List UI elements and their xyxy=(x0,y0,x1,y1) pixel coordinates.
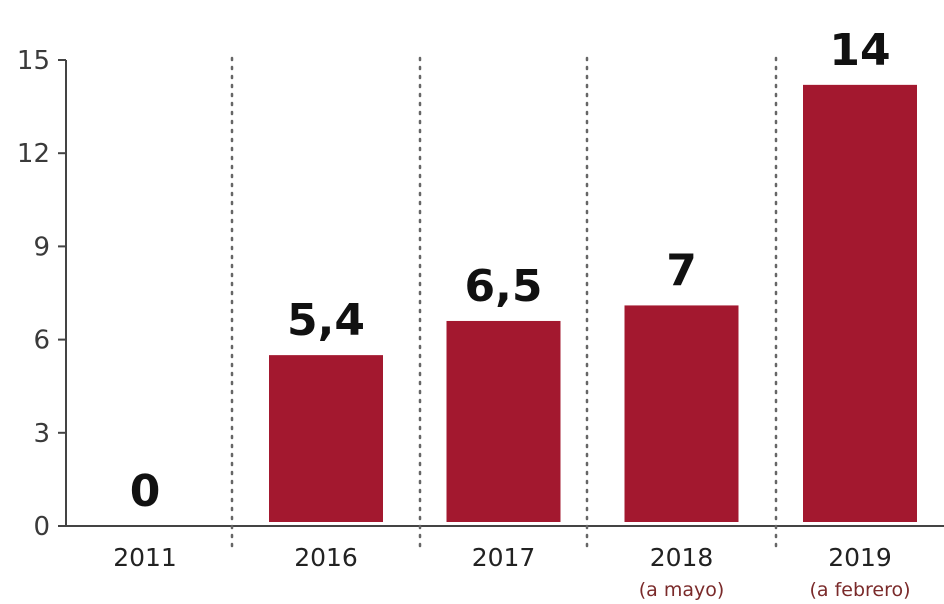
y-tick-label: 6 xyxy=(33,326,50,356)
bar-2019 xyxy=(803,84,917,522)
y-tick-label: 15 xyxy=(17,46,50,76)
data-label-2018: 7 xyxy=(666,245,697,296)
bars xyxy=(269,84,917,522)
x-tick-note: (a mayo) xyxy=(639,579,725,601)
bar-2016 xyxy=(269,355,383,522)
y-tick-label: 0 xyxy=(33,512,50,542)
x-tick-label: 2018 xyxy=(650,543,714,572)
y-tick-label: 12 xyxy=(17,139,50,169)
data-labels: 0 5,4 6,5 7 14 xyxy=(130,25,891,517)
bar-2017 xyxy=(446,320,561,522)
x-tick-label: 2016 xyxy=(294,543,358,572)
x-tick-note: (a febrero) xyxy=(809,579,910,601)
x-axis-labels: 2011 2016 2017 2018 (a mayo) 2019 (a febrero) xyxy=(113,543,910,601)
y-tick-label: 3 xyxy=(33,419,50,449)
category-separators xyxy=(230,56,778,550)
x-tick-label: 2017 xyxy=(472,543,536,572)
bar-2018 xyxy=(624,305,739,522)
x-tick-label: 2011 xyxy=(113,543,177,572)
data-label-2011: 0 xyxy=(130,466,161,517)
data-label-2017: 6,5 xyxy=(465,261,543,312)
y-tick-label: 9 xyxy=(33,232,50,262)
x-tick-label: 2019 xyxy=(828,543,892,572)
data-label-2016: 5,4 xyxy=(287,295,365,346)
y-axis: 0 3 6 9 12 15 xyxy=(17,46,944,542)
data-label-2019: 14 xyxy=(829,25,890,76)
